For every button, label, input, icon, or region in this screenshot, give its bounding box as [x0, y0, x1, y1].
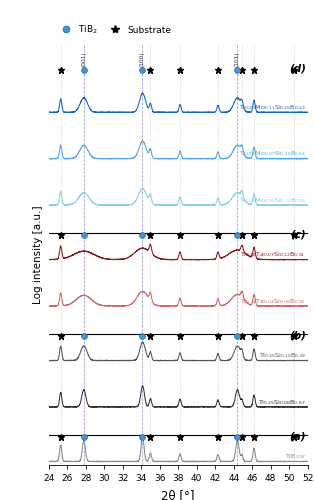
- Text: Ti$_{0.26}$Si$_{0.15}$B$_{0.59}$: Ti$_{0.26}$Si$_{0.15}$B$_{0.59}$: [259, 352, 306, 360]
- Text: (100): (100): [140, 51, 145, 67]
- Y-axis label: Log intensity [a.u.]: Log intensity [a.u.]: [33, 206, 43, 304]
- Text: Ti$_{0.25}$Si$_{0.08}$B$_{0.67}$: Ti$_{0.25}$Si$_{0.08}$B$_{0.67}$: [258, 398, 306, 406]
- X-axis label: 2θ [°]: 2θ [°]: [161, 488, 195, 500]
- Text: (b): (b): [289, 331, 306, 341]
- Text: (a): (a): [290, 432, 306, 442]
- Legend: TiB$_2$, Substrate: TiB$_2$, Substrate: [53, 20, 175, 40]
- Text: Ti$_{0.31}$Ta$_{0.04}$Si$_{0.06}$B$_{0.59}$: Ti$_{0.31}$Ta$_{0.04}$Si$_{0.06}$B$_{0.5…: [241, 297, 306, 306]
- Text: (001): (001): [81, 51, 86, 67]
- Text: Ti$_{0.24}$Mo$_{0.05}$Si$_{0.12}$B$_{0.59}$: Ti$_{0.24}$Mo$_{0.05}$Si$_{0.12}$B$_{0.5…: [239, 196, 306, 205]
- Text: (101): (101): [235, 51, 240, 67]
- Text: (c): (c): [290, 230, 306, 240]
- Text: Ti$_{0.28}$Ta$_{0.07}$Si$_{0.12}$B$_{0.51}$: Ti$_{0.28}$Ta$_{0.07}$Si$_{0.12}$B$_{0.5…: [241, 250, 306, 260]
- Text: Ti$_{0.21}$Mo$_{0.07}$Si$_{0.16}$B$_{0.54}$: Ti$_{0.21}$Mo$_{0.07}$Si$_{0.16}$B$_{0.5…: [239, 150, 306, 158]
- Text: (d): (d): [289, 63, 306, 73]
- Text: TiB$_{2.57}$: TiB$_{2.57}$: [284, 452, 306, 462]
- Text: Ti$_{0.20}$Mo$_{0.11}$Si$_{0.26}$B$_{0.43}$: Ti$_{0.20}$Mo$_{0.11}$Si$_{0.26}$B$_{0.4…: [239, 103, 306, 112]
